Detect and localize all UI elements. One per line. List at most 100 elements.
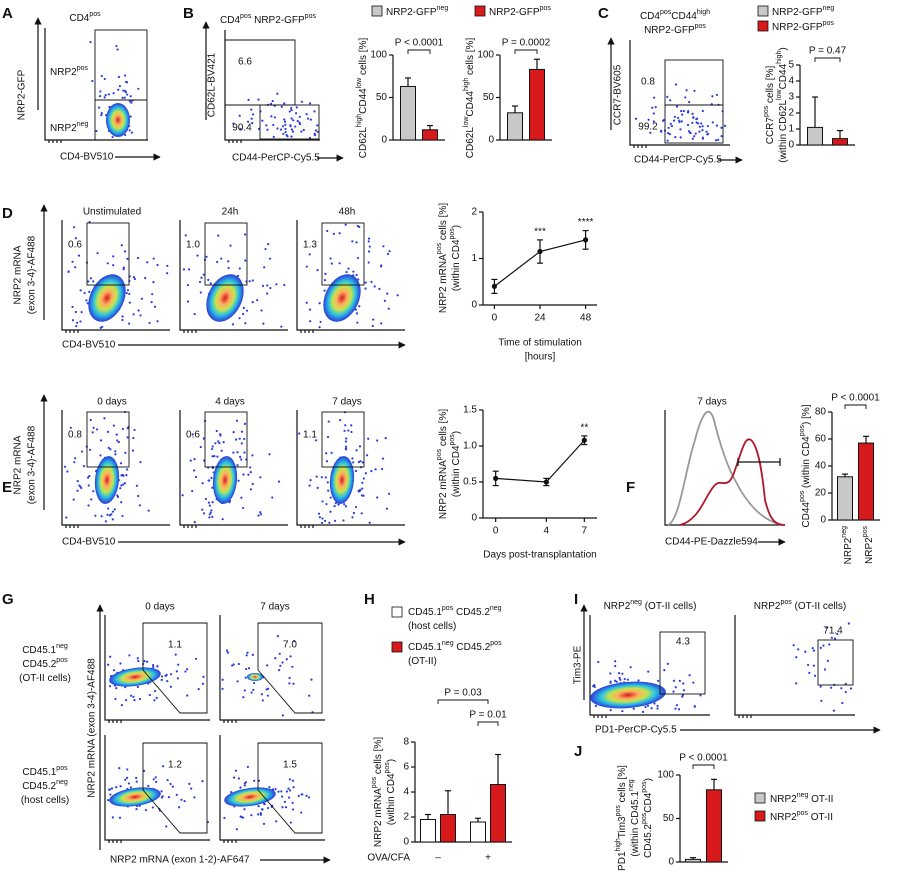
- event-dot: [194, 475, 198, 479]
- event-dot: [819, 685, 822, 688]
- event-dot: [169, 673, 173, 676]
- event-dot: [121, 514, 124, 518]
- bar: [422, 129, 438, 141]
- legend-label: (host cells): [408, 621, 456, 632]
- event-dot: [90, 498, 93, 501]
- event-dot: [326, 481, 329, 484]
- event-dot: [259, 476, 262, 479]
- event-dot: [115, 44, 118, 48]
- event-dot: [251, 279, 254, 282]
- event-dot: [354, 505, 358, 509]
- event-dot: [126, 468, 129, 471]
- event-dot: [152, 280, 155, 284]
- event-dot: [175, 670, 178, 673]
- text-part: CD45.1: [22, 645, 56, 656]
- event-dot: [677, 708, 681, 711]
- event-dot: [372, 318, 375, 321]
- event-dot: [228, 501, 231, 504]
- event-dot: [117, 440, 120, 444]
- event-dot: [120, 244, 123, 247]
- x-axis-label: NRP2 mRNA (exon 1-2)-AF647: [110, 855, 250, 866]
- event-dot: [245, 654, 248, 657]
- x-tick-label: –: [435, 853, 441, 864]
- event-dot: [281, 806, 284, 809]
- y-tick-label: 0: [471, 300, 477, 311]
- superscript: pos: [436, 448, 443, 460]
- event-dot: [263, 802, 266, 806]
- event-dot: [77, 254, 81, 257]
- event-dot: [685, 89, 688, 92]
- column-title: 48h: [339, 207, 356, 218]
- event-dot: [656, 704, 659, 708]
- event-dot: [111, 510, 115, 513]
- event-dot: [250, 117, 253, 120]
- gate-label: 1.3: [303, 240, 317, 251]
- density-cloud: [88, 274, 126, 322]
- event-dot: [594, 704, 598, 708]
- text-part: (within CD45.1: [630, 791, 641, 857]
- event-dot: [614, 679, 617, 682]
- event-dot: [266, 694, 269, 697]
- text-part: (OT-II cells): [642, 601, 696, 612]
- event-dot: [107, 788, 111, 791]
- text-part: NRP2 mRNA: [373, 788, 384, 847]
- plot-title: CD4pos NRP2-GFPpos: [220, 13, 316, 25]
- event-dot: [160, 790, 163, 793]
- event-dot: [239, 127, 242, 131]
- event-dot: [223, 816, 226, 820]
- density-cloud: [247, 673, 263, 681]
- event-dot: [130, 131, 134, 134]
- event-dot: [289, 789, 292, 792]
- event-dot: [250, 814, 253, 817]
- event-dot: [240, 442, 243, 445]
- event-dot: [678, 119, 681, 122]
- event-dot: [123, 250, 127, 253]
- row-label: CD45.2neg: [22, 779, 68, 791]
- event-dot: [698, 130, 701, 133]
- event-dot: [257, 779, 261, 782]
- event-dot: [188, 782, 191, 785]
- superscript: low: [356, 77, 363, 88]
- event-dot: [154, 776, 157, 779]
- event-dot: [342, 519, 345, 522]
- density-cloud: [590, 681, 666, 709]
- text-part: cells [%]: [765, 66, 776, 106]
- event-dot: [132, 695, 135, 698]
- event-dot: [95, 428, 99, 431]
- event-dot: [723, 124, 727, 127]
- event-dot: [278, 669, 281, 672]
- event-dot: [650, 707, 653, 710]
- event-dot: [277, 790, 280, 793]
- event-dot: [281, 714, 284, 717]
- event-dot: [243, 422, 247, 425]
- event-dot: [244, 676, 247, 679]
- event-dot: [320, 521, 324, 525]
- x-axis-label: CD4-BV510: [62, 537, 116, 548]
- event-dot: [92, 280, 95, 283]
- y-tick-label: 0: [668, 857, 674, 868]
- event-dot: [148, 693, 151, 697]
- event-dot: [701, 137, 704, 140]
- event-dot: [280, 325, 283, 328]
- y-tick-label: 8: [403, 737, 409, 748]
- event-dot: [178, 806, 181, 809]
- event-dot: [274, 788, 277, 791]
- event-dot: [247, 667, 251, 670]
- y-axis-label: Tim3-PE: [573, 645, 584, 684]
- event-dot: [121, 427, 124, 431]
- event-dot: [74, 310, 77, 314]
- text-part: NRP2-GFP: [644, 25, 695, 36]
- event-dot: [99, 454, 102, 457]
- plot-axes: [629, 40, 730, 146]
- y-axis-label: (exon 3-4)-AF488: [27, 425, 38, 504]
- superscript: neg: [630, 599, 642, 606]
- event-dot: [238, 114, 241, 117]
- event-dot: [143, 660, 146, 663]
- text-part: NRP2: [770, 794, 797, 805]
- superscript: neg: [437, 5, 449, 12]
- event-dot: [307, 796, 311, 799]
- superscript: pos: [371, 776, 378, 788]
- superscript: pos: [77, 65, 89, 72]
- event-dot: [234, 769, 237, 772]
